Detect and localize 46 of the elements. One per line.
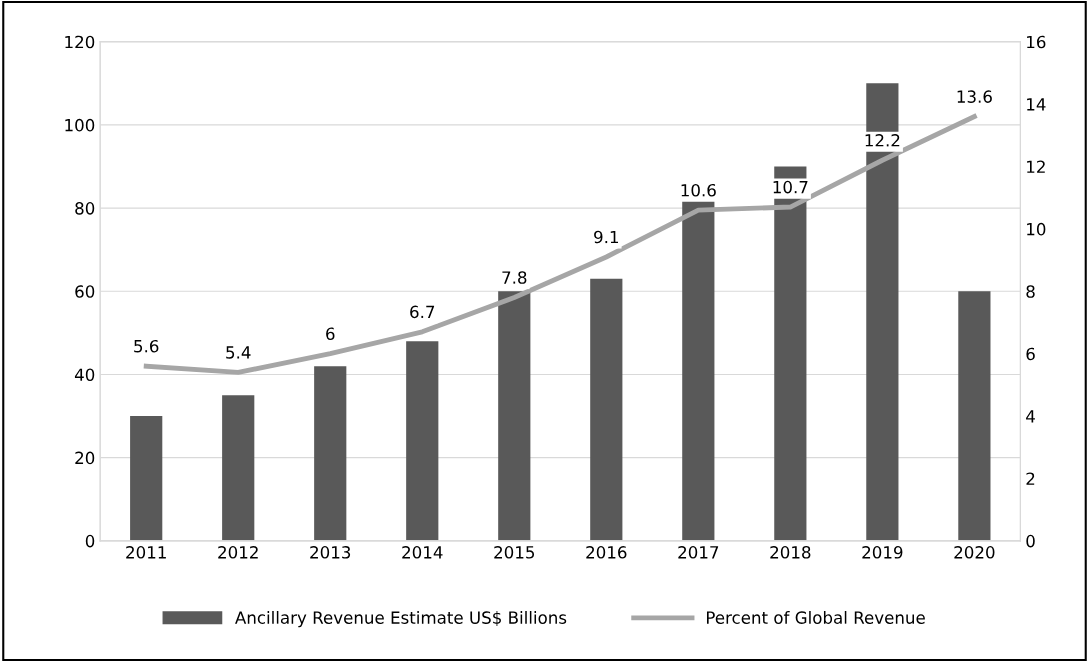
data-label: 10.6 [681,183,716,197]
y-tick-label: 60 [75,285,95,298]
y-tick-label: 20 [75,451,95,465]
x-tick-label: 2014 [402,546,443,559]
x-tick-label: 2018 [770,546,811,559]
x-tick-label: 2011 [126,546,166,559]
legend-label: Percent of Global Revenue [706,611,925,624]
x-tick-label: 2020 [954,546,995,559]
bar [498,291,531,541]
bar [590,278,623,541]
x-tick-label: 2012 [218,546,258,559]
data-label: 5.6 [134,339,159,353]
data-label: 9.1 [594,230,619,244]
bar [958,291,991,541]
y2-tick-label: 12 [1027,160,1045,173]
y2-tick-label: 6 [1026,347,1035,361]
data-label: 6 [326,327,335,341]
bar [682,199,715,541]
bar [314,366,347,541]
legend-label: Ancillary Revenue Estimate US$ Billions [235,611,567,628]
y-tick-label: 40 [74,368,95,382]
x-tick-label: 2019 [862,546,903,559]
data-label: 13.6 [957,90,992,103]
y2-tick-label: 0 [1026,534,1035,548]
x-tick-label: 2017 [678,546,719,559]
data-label: 7.8 [502,271,527,284]
y2-tick-label: 14 [1027,98,1046,111]
x-tick-label: 2016 [586,546,627,559]
y2-tick-label: 8 [1026,285,1035,298]
y2-tick-label: 4 [1026,410,1035,423]
y-tick-label: 0 [85,534,95,548]
y2-tick-label: 2 [1026,472,1035,485]
y-tick-label: 100 [65,118,95,132]
data-label: 5.4 [226,346,251,359]
x-tick-label: 2015 [494,546,535,559]
bar [222,395,255,541]
y2-tick-label: 10 [1027,222,1046,236]
data-label: 12.2 [865,133,900,147]
data-label: 10.7 [773,180,808,194]
bar [130,416,163,541]
data-label: 6.7 [410,305,435,319]
y2-tick-label: 16 [1027,35,1046,49]
y-tick-label: 120 [65,35,95,49]
x-tick-label: 2013 [310,546,351,559]
y-tick-label: 80 [75,202,95,215]
bar [406,341,439,541]
